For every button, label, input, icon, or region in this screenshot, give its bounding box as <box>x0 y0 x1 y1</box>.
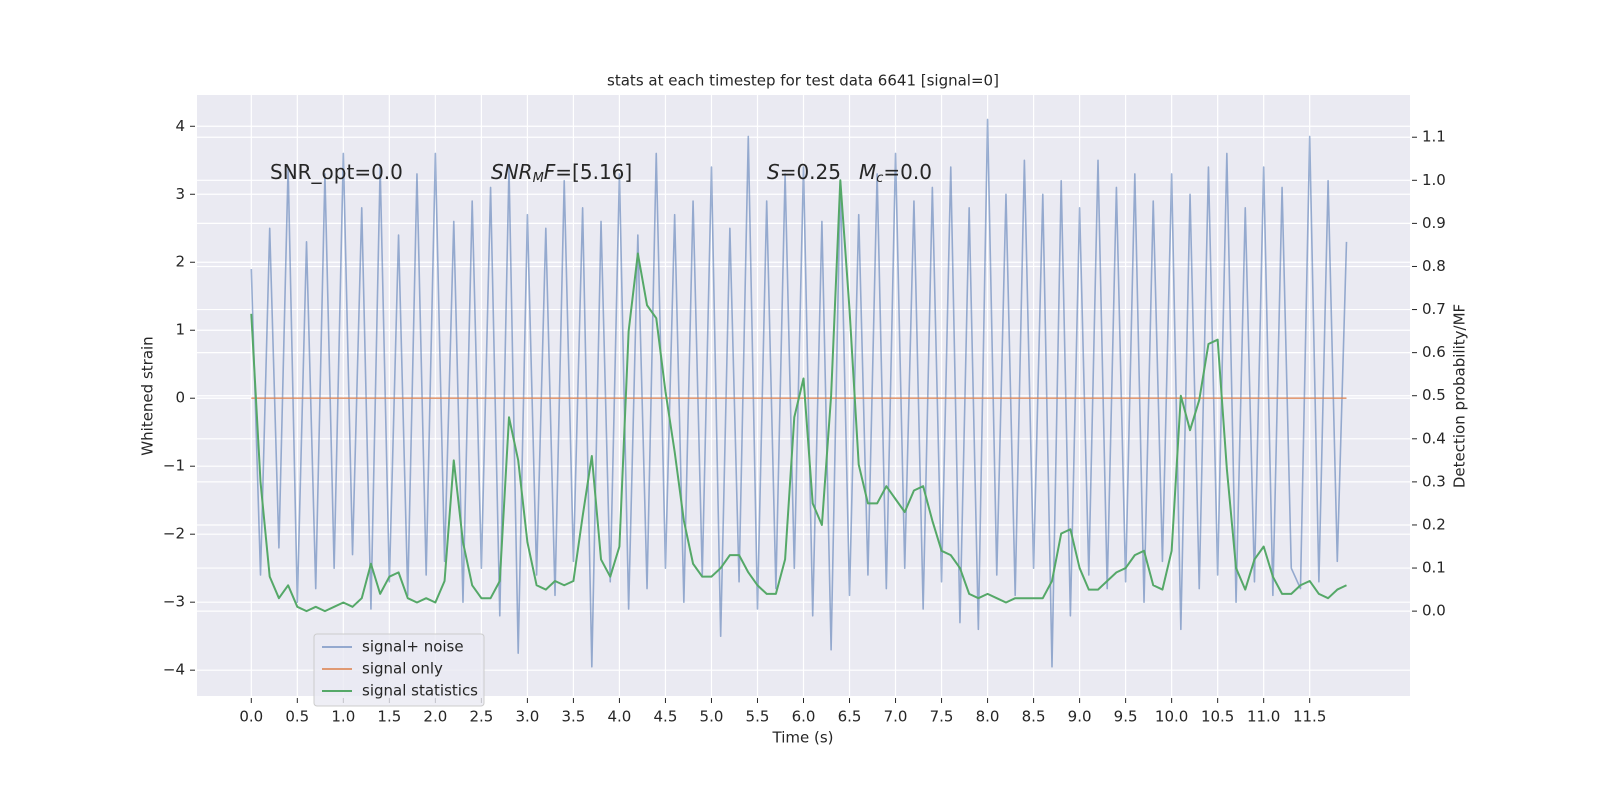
x-tick-label: 3.5 <box>561 708 585 726</box>
x-tick-label: 10.5 <box>1201 708 1234 726</box>
x-tick-label: 9.0 <box>1068 708 1092 726</box>
x-tick-label: 0.5 <box>285 708 309 726</box>
legend-label: signal statistics <box>362 682 478 700</box>
x-axis-label: Time (s) <box>772 729 834 747</box>
x-tick-label: 7.5 <box>930 708 954 726</box>
annotation: SNR_opt=0.0 <box>270 160 403 184</box>
y-tick-label: −2 <box>163 525 185 543</box>
annotation-part: M <box>533 171 544 186</box>
x-tick-label: 5.0 <box>700 708 724 726</box>
y-tick-label: 1 <box>175 321 185 339</box>
x-tick-label: 11.0 <box>1247 708 1280 726</box>
legend-label: signal only <box>362 660 443 678</box>
annotation-part: S <box>767 160 780 184</box>
x-tick-label: 11.5 <box>1293 708 1326 726</box>
y-tick-label: −3 <box>163 593 185 611</box>
y2-tick-label: 0.4 <box>1422 429 1446 447</box>
annotation: SNRMF=[5.16] <box>491 160 632 186</box>
annotation-part: M <box>859 160 876 184</box>
x-tick-label: 6.0 <box>792 708 816 726</box>
y2-tick-label: 0.8 <box>1422 257 1446 275</box>
y2-tick-label: 0.7 <box>1422 300 1446 318</box>
x-tick-label: 1.5 <box>377 708 401 726</box>
x-tick-label: 4.5 <box>654 708 678 726</box>
x-tick-label: 5.5 <box>746 708 770 726</box>
y-tick-label: 4 <box>175 117 185 135</box>
x-tick-label: 0.0 <box>239 708 263 726</box>
y-tick-label: 3 <box>175 185 185 203</box>
legend-box <box>313 633 485 707</box>
annotation-part: =0.0 <box>883 160 932 184</box>
y2-tick-label: 0.0 <box>1422 602 1446 620</box>
legend-label: signal+ noise <box>362 638 464 656</box>
annotation-part: SNR <box>491 160 533 184</box>
y-tick-label: −1 <box>163 457 185 475</box>
x-tick-label: 9.5 <box>1114 708 1138 726</box>
y-tick-label: −4 <box>163 661 185 679</box>
y2-tick-label: 0.9 <box>1422 214 1446 232</box>
y-axis-label: Whitened strain <box>139 336 157 455</box>
x-tick-label: 2.0 <box>423 708 447 726</box>
annotation-part: =[5.16] <box>555 160 632 184</box>
y2-tick-label: 1.0 <box>1422 171 1446 189</box>
x-tick-label: 8.0 <box>976 708 1000 726</box>
annotation-part: c <box>876 171 883 186</box>
annotation-part: F <box>544 160 556 184</box>
y2-tick-label: 0.6 <box>1422 343 1446 361</box>
y-tick-label: 0 <box>175 389 185 407</box>
y2-tick-label: 0.3 <box>1422 472 1446 490</box>
annotation-part: SNR_opt=0.0 <box>270 160 403 184</box>
annotation: Mc=0.0 <box>859 160 932 186</box>
annotation-part: =0.25 <box>780 160 841 184</box>
chart-title: stats at each timestep for test data 664… <box>607 72 999 90</box>
series-line <box>250 118 1348 668</box>
y2-tick-label: 1.1 <box>1422 128 1446 146</box>
y-tick-label: 2 <box>175 253 185 271</box>
x-tick-label: 3.0 <box>515 708 539 726</box>
x-tick-label: 7.0 <box>884 708 908 726</box>
y2-axis-label: Detection probability/MF <box>1451 304 1469 488</box>
x-tick-label: 6.5 <box>838 708 862 726</box>
annotation: S=0.25 <box>767 160 841 184</box>
x-tick-label: 1.0 <box>331 708 355 726</box>
y2-tick-label: 0.5 <box>1422 386 1446 404</box>
x-tick-label: 4.0 <box>608 708 632 726</box>
x-tick-label: 2.5 <box>469 708 493 726</box>
x-tick-label: 10.0 <box>1155 708 1188 726</box>
series-line <box>250 179 1347 613</box>
y2-tick-label: 0.1 <box>1422 559 1446 577</box>
y2-tick-label: 0.2 <box>1422 515 1446 533</box>
x-tick-label: 8.5 <box>1022 708 1046 726</box>
